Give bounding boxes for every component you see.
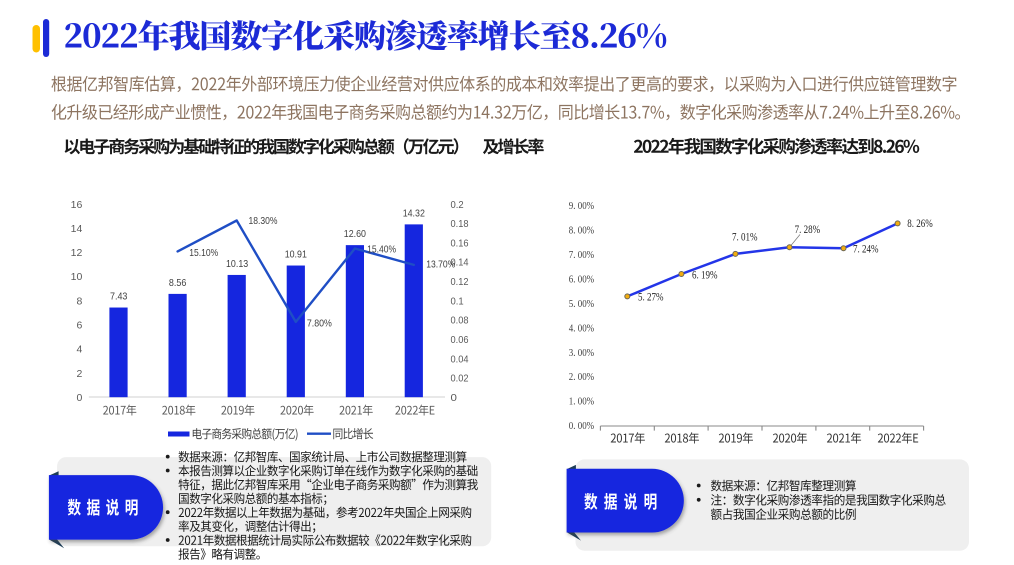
svg-text:3. 00%: 3. 00% xyxy=(569,347,594,359)
svg-text:8: 8 xyxy=(76,295,82,307)
svg-text:7.80%: 7.80% xyxy=(307,318,332,330)
svg-text:12: 12 xyxy=(71,247,83,259)
svg-text:10: 10 xyxy=(71,271,83,283)
svg-text:6. 00%: 6. 00% xyxy=(569,274,594,286)
svg-text:7. 24%: 7. 24% xyxy=(853,244,879,256)
svg-text:0.18: 0.18 xyxy=(451,218,469,230)
svg-text:0.08: 0.08 xyxy=(451,315,469,327)
svg-text:10.91: 10.91 xyxy=(285,249,307,261)
svg-text:6. 19%: 6. 19% xyxy=(692,269,718,281)
svg-text:0.1: 0.1 xyxy=(451,295,464,307)
svg-text:16: 16 xyxy=(71,199,83,211)
svg-text:8.56: 8.56 xyxy=(169,277,187,289)
svg-text:12.60: 12.60 xyxy=(344,228,366,240)
svg-text:0.16: 0.16 xyxy=(451,237,469,249)
svg-text:8. 00%: 8. 00% xyxy=(569,225,594,237)
svg-text:9. 00%: 9. 00% xyxy=(569,200,594,212)
svg-text:14.32: 14.32 xyxy=(403,207,425,219)
svg-text:0.2: 0.2 xyxy=(451,199,464,211)
svg-text:5. 00%: 5. 00% xyxy=(569,298,594,310)
svg-text:5. 27%: 5. 27% xyxy=(638,291,664,303)
svg-text:4. 00%: 4. 00% xyxy=(569,322,594,334)
svg-text:4: 4 xyxy=(76,344,82,356)
svg-text:1. 00%: 1. 00% xyxy=(569,396,594,408)
svg-text:0: 0 xyxy=(76,392,82,404)
svg-text:0.12: 0.12 xyxy=(451,276,469,288)
svg-text:14: 14 xyxy=(71,223,83,235)
svg-text:7. 28%: 7. 28% xyxy=(795,224,821,236)
svg-text:15.40%: 15.40% xyxy=(367,244,396,256)
svg-text:7. 01%: 7. 01% xyxy=(732,232,758,244)
svg-text:7. 00%: 7. 00% xyxy=(569,249,594,261)
svg-text:15.10%: 15.10% xyxy=(189,247,218,259)
svg-text:0. 00%: 0. 00% xyxy=(569,420,594,432)
svg-text:8. 26%: 8. 26% xyxy=(907,218,933,230)
svg-text:10.13: 10.13 xyxy=(226,258,248,270)
svg-text:0.06: 0.06 xyxy=(451,334,469,346)
svg-text:0: 0 xyxy=(451,392,458,404)
svg-text:0.02: 0.02 xyxy=(451,373,469,385)
svg-text:18.30%: 18.30% xyxy=(249,215,278,227)
svg-text:2: 2 xyxy=(76,368,82,380)
svg-text:2. 00%: 2. 00% xyxy=(569,371,594,383)
svg-text:0.14: 0.14 xyxy=(451,257,469,269)
svg-text:0.04: 0.04 xyxy=(451,353,469,365)
svg-text:13.70%: 13.70% xyxy=(426,258,455,270)
svg-text:7.43: 7.43 xyxy=(110,291,128,303)
svg-text:6: 6 xyxy=(76,320,82,332)
